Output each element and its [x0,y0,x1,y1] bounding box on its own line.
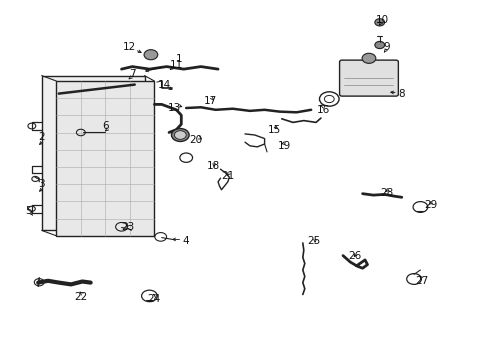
Text: 28: 28 [380,188,394,198]
Text: 19: 19 [277,141,291,151]
Text: 12: 12 [123,42,137,52]
Text: 7: 7 [129,69,136,79]
Text: 15: 15 [268,125,281,135]
Text: 22: 22 [74,292,88,302]
Text: 14: 14 [157,80,171,90]
Bar [56,81,154,236]
Circle shape [375,41,385,49]
Text: 2: 2 [38,132,45,142]
Text: 21: 21 [221,171,235,181]
Circle shape [362,53,376,63]
Text: 1: 1 [175,54,182,64]
Bar [42,76,145,230]
Text: 13: 13 [167,103,181,113]
Text: 20: 20 [190,135,202,145]
Text: 16: 16 [317,105,330,115]
Text: 11: 11 [170,60,183,70]
Circle shape [174,131,186,139]
Text: 23: 23 [121,222,134,232]
Circle shape [375,19,385,26]
Text: 6: 6 [102,121,109,131]
Text: 25: 25 [307,236,320,246]
Text: 26: 26 [348,251,362,261]
Text: 5: 5 [25,206,32,216]
Circle shape [172,129,189,141]
Circle shape [144,50,158,60]
Text: 4: 4 [183,236,190,246]
Text: 18: 18 [206,161,220,171]
Text: 27: 27 [415,276,428,286]
Text: 3: 3 [38,179,45,189]
Text: 9: 9 [384,42,391,52]
FancyBboxPatch shape [340,60,398,96]
Text: 29: 29 [424,200,438,210]
Text: 10: 10 [376,15,389,25]
Text: 17: 17 [204,96,218,106]
Text: 8: 8 [398,89,405,99]
Text: 24: 24 [147,294,161,304]
